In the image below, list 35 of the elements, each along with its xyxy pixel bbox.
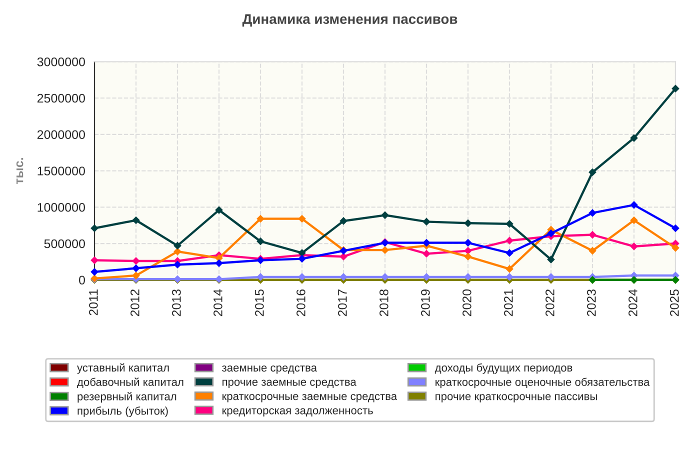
y-tick-label: 500000 [44,239,85,248]
legend-label: резервный капитал [78,392,176,403]
y-tick-label: 2000000 [37,130,85,140]
x-tick-label: 2013 [172,289,181,316]
x-tick-label: 2022 [546,290,554,316]
x-tick-label: 2011 [89,290,98,316]
x-tick-label: 2017 [338,290,347,316]
legend-label: кредиторская задолженность [222,408,373,417]
legend-label: прочие заемные средства [222,380,356,388]
x-tick-label: 2025 [670,289,679,316]
legend-label: краткосрочные заемные средства [222,394,398,402]
y-tick-label: 1000000 [38,202,85,212]
x-tick-label: 2012 [130,290,140,316]
x-tick-label: 2023 [587,289,596,316]
y-tick-label: 1500000 [38,166,85,176]
legend-label: краткосрочные оценочные обязательства [436,378,650,388]
x-tick-label: 2016 [296,289,306,316]
y-tick-label: 0 [79,276,85,285]
x-tick-label: 2015 [255,289,264,316]
y-tick-label: 2500000 [37,94,85,103]
x-tick-label: 2024 [628,289,638,316]
y-axis-title: тыс. [16,158,24,184]
legend-label: доходы будущих периодов [434,363,572,374]
legend-label: прибыль (убыток) [78,406,168,417]
legend-label: заемные средства [222,366,317,374]
chart-title: Динамика изменения пассивов [242,14,458,27]
x-tick-label: 2019 [421,290,430,316]
x-tick-label: 2021 [504,290,513,316]
x-tick-label: 2018 [380,289,388,316]
y-tick-label: 3000000 [37,57,85,66]
legend-label: уставный капитал [77,363,169,374]
x-tick-label: 2014 [214,289,222,316]
legend-label: прочие краткосрочные пассивы [436,394,597,402]
legend-label: добавочный капитал [77,378,184,388]
x-tick-label: 2020 [462,289,472,316]
